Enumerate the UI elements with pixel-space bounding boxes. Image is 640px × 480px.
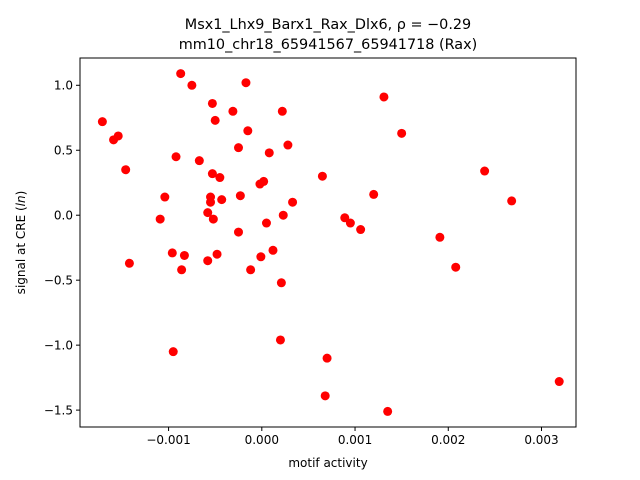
data-point (234, 143, 243, 153)
x-axis-ticks: −0.001 0.000 0.001 0.002 0.003 (146, 427, 559, 447)
data-point (320, 391, 330, 401)
y-axis-label: signal at CRE (ln) (14, 191, 28, 295)
data-point (177, 265, 187, 275)
x-tick-label: −0.001 (146, 433, 190, 447)
data-point (283, 140, 293, 150)
chart-title-line1: Msx1_Lhx9_Barx1_Rax_Dlx6, ρ = −0.29 (185, 17, 471, 33)
data-point (397, 128, 407, 138)
data-point (210, 115, 220, 125)
data-point (168, 347, 178, 357)
data-point (187, 80, 197, 90)
data-point (243, 126, 253, 136)
x-tick-label: 0.001 (338, 433, 372, 447)
data-point (288, 197, 298, 207)
data-point (261, 218, 271, 228)
data-point (215, 173, 225, 183)
y-axis-ticks: −1.5 −1.0 −0.5 0.0 0.5 1.0 (44, 79, 80, 417)
data-point (241, 78, 251, 88)
data-point (176, 69, 186, 79)
y-tick-label: −0.5 (44, 273, 73, 287)
x-tick-label: 0.002 (431, 433, 465, 447)
data-point (113, 131, 123, 141)
data-point (228, 106, 238, 116)
x-axis-label: motif activity (288, 456, 367, 470)
y-tick-label: 0.5 (54, 144, 73, 158)
data-point (268, 245, 278, 255)
data-point (435, 232, 445, 242)
data-point (278, 210, 288, 220)
data-point (275, 335, 285, 345)
data-point (167, 248, 177, 258)
data-point (234, 227, 243, 237)
data-point (246, 265, 256, 275)
data-point (206, 192, 216, 202)
data-point (264, 148, 274, 158)
data-point (217, 195, 227, 205)
data-point (207, 169, 217, 179)
data-point (480, 166, 490, 176)
data-point (208, 214, 218, 224)
data-point (317, 171, 327, 181)
plot-frame (79, 57, 577, 428)
data-point (277, 106, 287, 116)
data-point (203, 256, 213, 266)
data-point (276, 278, 286, 288)
data-point (379, 92, 389, 102)
y-tick-label: 0.0 (54, 209, 73, 223)
data-point (155, 214, 165, 224)
data-point (235, 191, 245, 201)
data-point (207, 98, 217, 108)
data-point (356, 225, 366, 235)
chart-title-line2: mm10_chr18_65941567_65941718 (Rax) (179, 37, 478, 53)
y-tick-label: −1.5 (44, 403, 73, 417)
data-point (203, 208, 213, 218)
data-point (160, 192, 170, 202)
data-point (322, 353, 332, 363)
data-point (451, 262, 461, 272)
y-tick-label: 1.0 (54, 79, 73, 93)
data-point (554, 377, 564, 387)
data-point (256, 252, 266, 262)
data-point (121, 165, 131, 175)
data-point (507, 196, 517, 206)
x-tick-label: 0.003 (524, 433, 558, 447)
data-point (194, 156, 204, 166)
data-point (124, 258, 134, 268)
data-point (212, 249, 222, 259)
x-tick-label: 0.000 (245, 433, 279, 447)
data-point (97, 117, 107, 127)
data-point (383, 406, 393, 416)
data-point (369, 189, 379, 199)
y-tick-label: −1.0 (44, 338, 73, 352)
scatter-points (97, 69, 564, 416)
data-point (179, 250, 189, 260)
data-point (259, 176, 269, 186)
data-point (171, 152, 181, 162)
data-point (345, 218, 355, 228)
